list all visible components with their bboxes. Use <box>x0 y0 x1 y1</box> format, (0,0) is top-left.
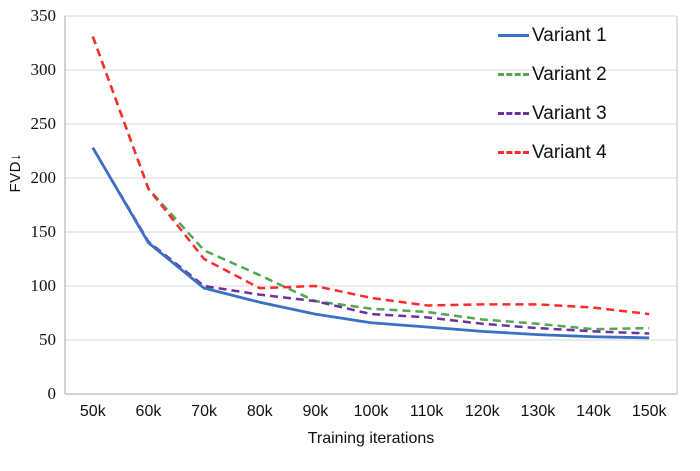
legend-item-variant-1: Variant 1 <box>498 16 607 55</box>
x-tick-label: 50k <box>79 403 106 420</box>
legend: Variant 1 Variant 2 Variant 3 Variant 4 <box>498 16 607 172</box>
legend-item-variant-3: Variant 3 <box>498 94 607 133</box>
x-tick-label: 70k <box>191 403 217 420</box>
y-tick-label: 200 <box>30 168 57 187</box>
x-tick-label: 60k <box>135 403 162 420</box>
x-tick-label: 120k <box>464 403 500 420</box>
x-tick-label: 100k <box>353 403 389 420</box>
x-axis-title: Training iterations <box>307 430 435 447</box>
x-tick-label: 110k <box>409 403 444 420</box>
series-line-variant-1 <box>91 147 650 340</box>
x-tick-label: 80k <box>246 403 273 420</box>
y-tick-label: 350 <box>30 6 57 25</box>
x-tick-label: 90k <box>302 403 329 420</box>
y-tick-label: 0 <box>47 384 57 403</box>
legend-line-sample-variant-1 <box>498 34 529 37</box>
series-line-variant-2 <box>91 36 650 331</box>
y-tick-label: 300 <box>30 60 57 79</box>
x-tick-label: 140k <box>576 403 611 420</box>
y-tick-label: 250 <box>30 114 57 133</box>
legend-line-sample-variant-3 <box>498 112 529 115</box>
series-line-variant-4 <box>91 36 650 316</box>
legend-line-sample-variant-2 <box>498 73 529 76</box>
series-line-variant-3 <box>91 147 650 335</box>
legend-line-sample-variant-4 <box>498 151 529 154</box>
y-tick-label: 150 <box>30 222 57 241</box>
x-tick-label: 130k <box>520 403 556 420</box>
y-tick-label: 50 <box>39 330 56 349</box>
y-tick-label: 100 <box>30 276 57 295</box>
x-tick-label: 150k <box>631 403 667 420</box>
legend-label: Variant 4 <box>532 141 607 163</box>
legend-label: Variant 3 <box>532 102 607 124</box>
legend-item-variant-2: Variant 2 <box>498 55 607 94</box>
legend-label: Variant 2 <box>532 63 607 85</box>
legend-label: Variant 1 <box>532 24 607 46</box>
legend-item-variant-4: Variant 4 <box>498 133 607 172</box>
